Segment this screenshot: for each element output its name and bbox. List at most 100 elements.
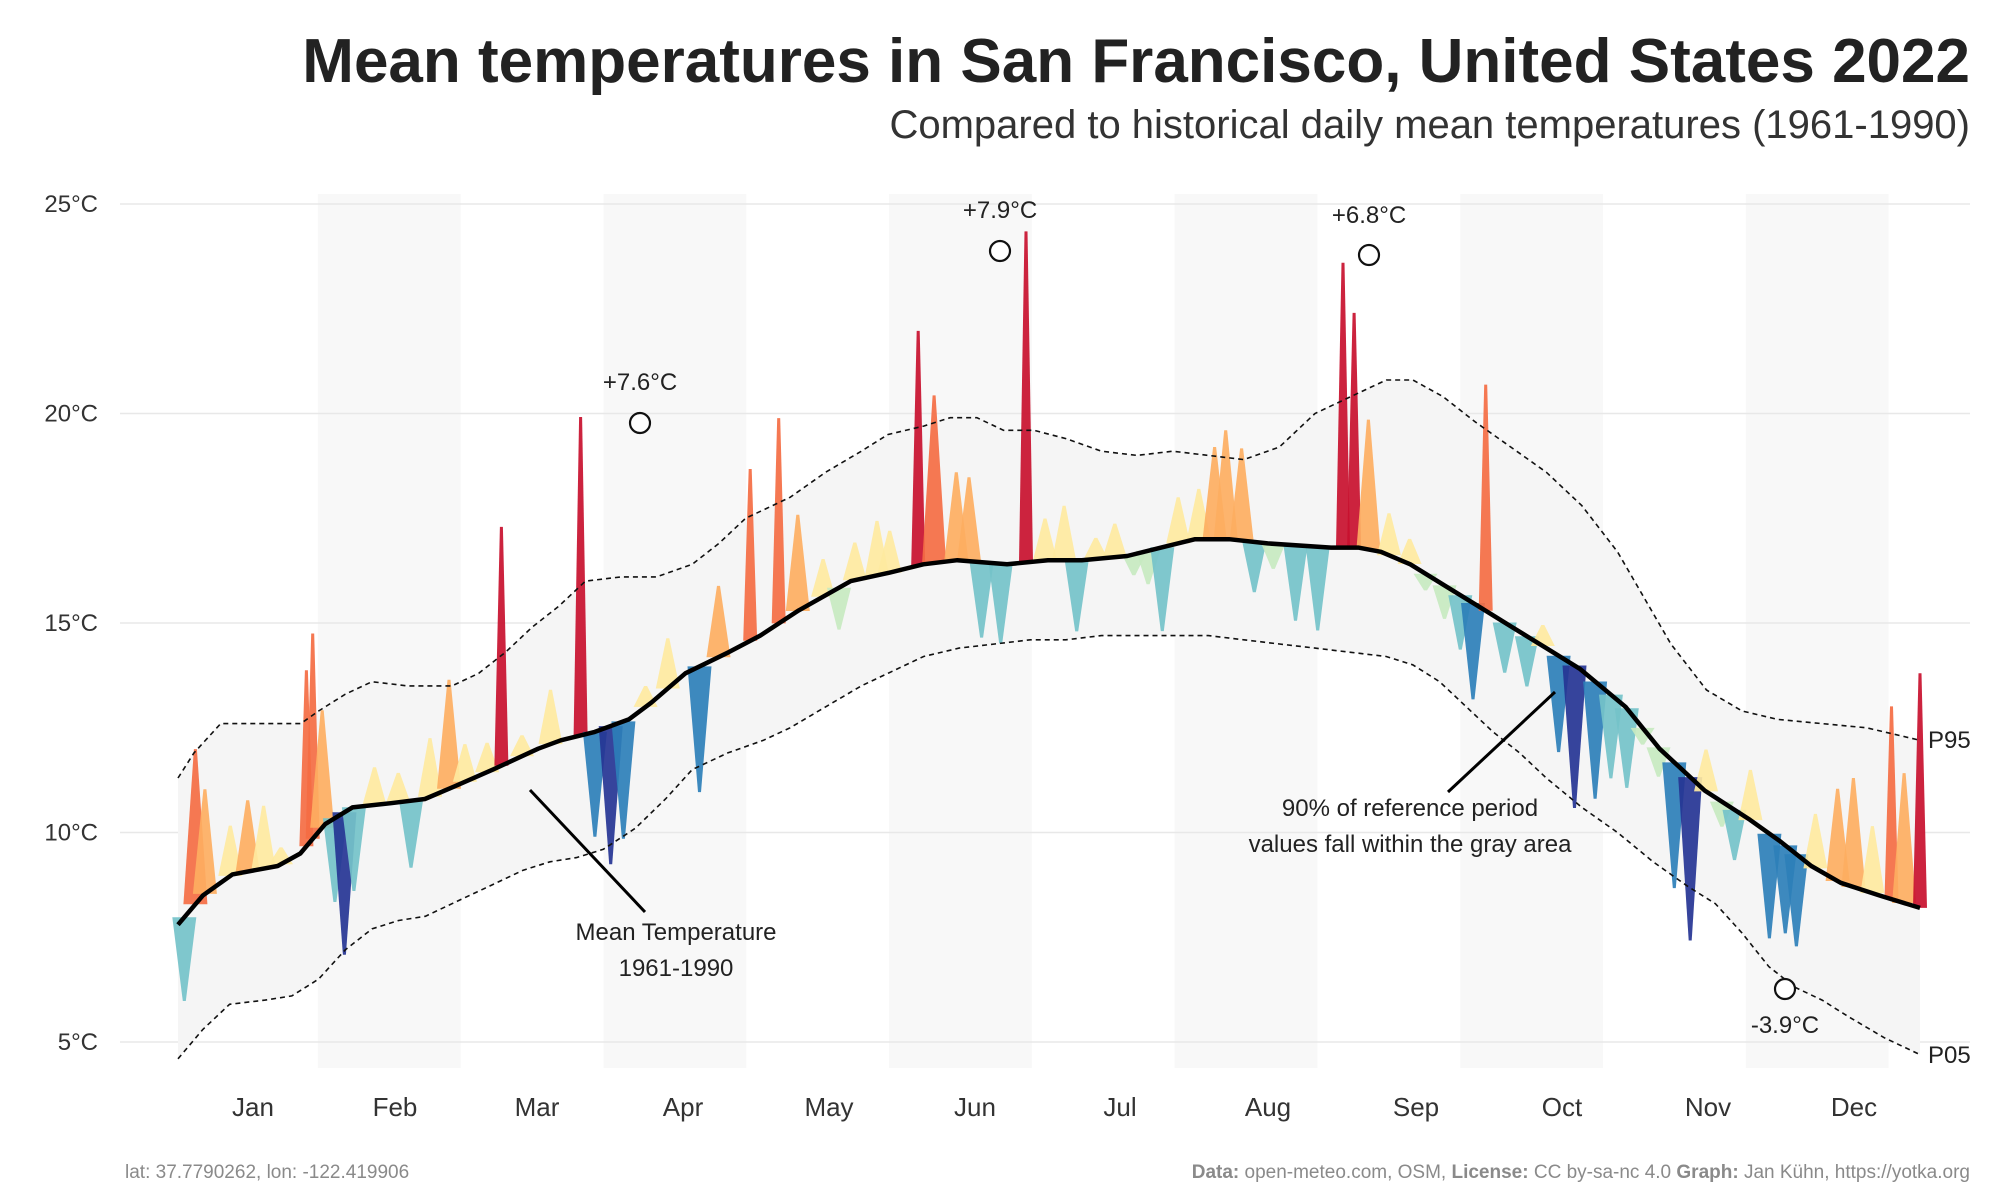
x-tick-label: Jun [954,1092,996,1122]
warm-anomaly-spike [842,542,867,581]
p05-label: P05 [1928,1042,1971,1069]
cold-anomaly-spike [1150,547,1175,632]
warm-anomaly-spike [310,710,335,828]
cold-anomaly-spike [1432,585,1457,619]
x-tick-label: Sep [1393,1092,1439,1122]
y-axis-ticks: 5°C 10°C 15°C 20°C 25°C [44,191,98,1056]
warm-anomaly-spike [1397,538,1422,564]
cold-anomaly-spike [1514,636,1539,687]
x-tick-label: Oct [1542,1092,1583,1122]
cold-anomaly-spike [582,731,607,837]
warm-anomaly-spike [957,477,981,562]
warm-anomaly-spike [1052,505,1077,561]
chart-subtitle: Compared to historical daily mean temper… [889,103,1970,147]
warm-anomaly-spike [235,800,260,872]
cold-anomaly-spike [1722,809,1747,861]
cold-anomaly-spike [172,917,197,1001]
cold-anomaly-spike [988,563,1013,644]
warm-anomaly-spike [1803,813,1828,869]
p95-line [177,379,1921,779]
mean-callout-line [528,788,647,914]
cold-anomaly-spike [341,807,366,891]
x-tick-label: Feb [373,1092,418,1122]
cold-anomaly-spike [1784,854,1809,947]
footer-graph-label: Graph: [1676,1162,1738,1183]
cold-anomaly-spike [1678,777,1703,941]
warm-anomaly-spike [785,514,810,611]
band-callout-line [1446,690,1557,794]
warm-anomaly-spike [251,805,276,869]
cold-anomaly-spike [1305,546,1330,631]
y-tick-label: 5°C [58,1029,98,1056]
footer-data-label: Data: [1192,1162,1240,1183]
footer-graph-value: Jan Kühn, https://yotka.org [1739,1162,1970,1183]
warm-anomaly-spike [218,825,243,876]
warm-anomaly-spike [1083,537,1108,559]
band-callout-label-1: 90% of reference period [1282,795,1538,822]
warm-anomaly-spike [743,469,758,641]
peak-marker-apr [628,411,652,435]
warm-anomaly-spike [1033,518,1057,561]
warm-anomaly-spike [771,418,786,624]
x-tick-label: Mar [515,1092,560,1122]
x-tick-label: Apr [663,1092,704,1122]
warm-anomaly-spike [362,767,387,805]
warm-anomaly-spike [1019,231,1033,563]
chart-title: Mean temperatures in San Francisco, Unit… [302,27,1970,96]
y-tick-label: 20°C [44,401,98,428]
warm-anomaly-spike [1841,778,1866,887]
peak-label-apr: +7.6°C [603,369,677,396]
cold-anomaly-spike [611,721,636,839]
p95-label: P95 [1928,727,1971,754]
warm-anomaly-spike [1166,497,1191,544]
warm-anomaly-spike [1102,523,1127,558]
x-tick-label: Dec [1831,1092,1877,1122]
y-tick-label: 10°C [44,820,98,847]
x-tick-label: Aug [1245,1092,1291,1122]
cold-anomaly-spike [969,562,994,638]
footer-license-value: CC by-sa-nc 4.0 [1529,1162,1677,1183]
reference-mean-line [176,536,1921,927]
warm-anomaly-spike [1825,788,1850,881]
trough-marker-dec [1773,977,1797,1001]
mean-callout-label-1: Mean Temperature [576,919,777,946]
warm-anomaly-spike [1347,312,1362,548]
footer-data-value: open-meteo.com, OSM, [1239,1162,1451,1183]
warm-anomaly-spike [386,772,411,803]
footer-coords: lat: 37.7790262, lon: -122.419906 [125,1162,409,1183]
x-axis-months: Jan Feb Mar Apr May Jun Jul Aug Sep Oct Nov Dec [232,1092,1877,1122]
cold-anomaly-spike [1562,665,1587,808]
warm-anomaly-spike [1860,826,1885,894]
warm-anomaly-spike [1738,769,1763,821]
cold-anomaly-spike [687,666,712,793]
warm-anomaly-spike [1377,513,1401,556]
cold-anomaly-spike [1242,541,1267,593]
warm-anomaly-spike [573,417,588,736]
warm-anomaly-spike [655,638,680,689]
warm-anomaly-spike [1884,706,1899,900]
warm-anomaly-spike [1892,773,1917,903]
x-tick-label: Jul [1103,1092,1136,1122]
peak-label-sep: +6.8°C [1332,202,1406,229]
warm-anomaly-spike [1213,430,1238,540]
warm-anomaly-spike [192,789,217,894]
warm-anomaly-spike [494,526,509,766]
warm-anomaly-spike [1336,262,1350,548]
x-tick-label: May [804,1092,853,1122]
warm-anomaly-spike [538,689,563,745]
trough-label-dec: -3.9°C [1751,1012,1819,1039]
anomaly-spikes [172,231,1927,1001]
warm-anomaly-spike [437,679,461,789]
p05-line [177,634,1921,1060]
cold-anomaly-spike [1261,543,1286,569]
warm-anomaly-spike [475,742,500,773]
warm-anomaly-spike [811,559,836,597]
x-tick-label: Nov [1685,1092,1731,1122]
x-tick-label: Jan [232,1092,274,1122]
warm-anomaly-spike [877,530,902,573]
peak-label-jun: +7.9°C [963,197,1037,224]
cold-anomaly-spike [827,587,851,630]
warm-anomaly-spike [706,585,731,658]
warm-anomaly-spike [1229,448,1254,541]
